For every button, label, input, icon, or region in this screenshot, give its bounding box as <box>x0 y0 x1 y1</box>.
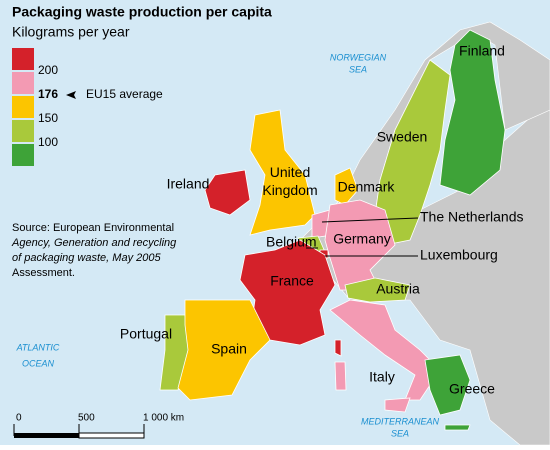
country-label: Greece <box>449 381 495 397</box>
title: Packaging waste production per capita <box>12 4 272 20</box>
country <box>239 239 336 346</box>
legend-average-label: EU15 average <box>86 87 163 101</box>
country <box>374 59 451 246</box>
scale-segment <box>14 433 79 438</box>
country-label: Finland <box>459 43 505 59</box>
country <box>424 354 471 416</box>
legend-arrow <box>66 91 76 99</box>
legend-average-value: 176 <box>38 87 58 101</box>
country <box>439 29 506 196</box>
labels: Finland Sweden Ireland United Kingdom Denmark… <box>16 43 524 439</box>
country <box>177 299 271 401</box>
legend-swatch <box>12 144 34 166</box>
sea-label: NORWEGIAN <box>330 52 387 62</box>
country-label-line: United <box>270 164 310 180</box>
scale-segment <box>78 432 145 439</box>
leader-line <box>321 217 419 223</box>
sea-label: SEA <box>391 428 409 438</box>
country <box>384 397 411 413</box>
source-line: Assessment. <box>12 267 75 279</box>
country <box>204 169 251 216</box>
sea-label: OCEAN <box>22 358 55 368</box>
country-label: The Netherlands <box>420 209 524 225</box>
source: Source: European Environmental Agency, Ge… <box>11 222 177 279</box>
country <box>444 424 471 431</box>
source-line: Agency, Generation and recycling <box>11 237 177 249</box>
legend-swatch <box>12 120 34 142</box>
country-label: Belgium <box>266 234 317 250</box>
country-label: Germany <box>333 231 391 247</box>
legend-label: 100 <box>38 135 58 149</box>
subtitle: Kilograms per year <box>12 24 130 40</box>
country-label: Italy <box>369 369 395 385</box>
country-label: United Kingdom <box>262 164 317 198</box>
legend-swatch <box>12 72 34 94</box>
source-line: Source: European Environmental <box>12 222 174 234</box>
legend-label: 150 <box>38 111 58 125</box>
sea-label: ATLANTIC <box>16 342 60 352</box>
country-label: Portugal <box>120 326 172 342</box>
country-label: Spain <box>211 341 247 357</box>
sea-label: MEDITERRANEAN <box>361 416 440 426</box>
country-label: Luxembourg <box>420 247 498 263</box>
country-label: Denmark <box>338 179 396 195</box>
country <box>334 361 347 391</box>
countries <box>159 29 506 431</box>
country-label: France <box>270 273 314 289</box>
sea-label: SEA <box>349 64 367 74</box>
scale-label: 500 <box>78 413 95 424</box>
country-label: Austria <box>376 281 420 297</box>
scale-label: 1 000 km <box>143 413 184 424</box>
country-label: Sweden <box>377 129 428 145</box>
country-label: Ireland <box>167 176 210 192</box>
source-line: of packaging waste, May 2005 <box>12 252 161 264</box>
legend-swatch <box>12 48 34 70</box>
country-label-line: Kingdom <box>262 182 317 198</box>
country <box>344 277 411 303</box>
country <box>249 109 316 236</box>
scale-bar: 0 500 1 000 km <box>13 413 184 439</box>
legend: 200 150 100 176 EU15 average <box>12 48 163 166</box>
country <box>334 339 342 357</box>
scale-label: 0 <box>16 413 22 424</box>
legend-swatch <box>12 96 34 118</box>
legend-label: 200 <box>38 63 58 77</box>
country <box>334 167 359 206</box>
